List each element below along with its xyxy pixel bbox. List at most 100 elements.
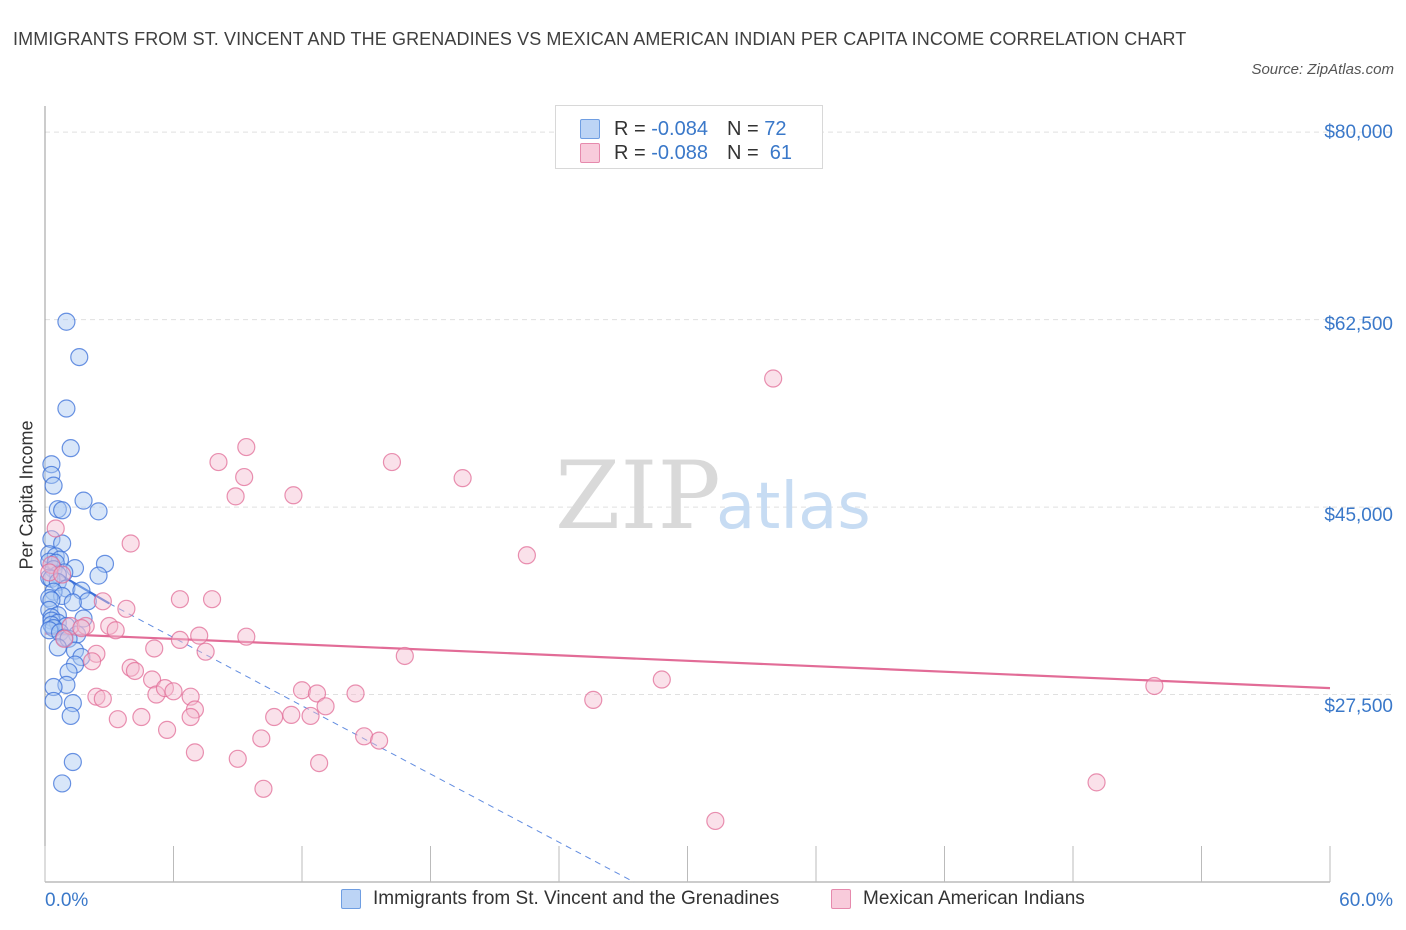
pink-data-point — [72, 619, 91, 638]
pink-data-point — [209, 452, 228, 472]
legend-label: Mexican American Indians — [863, 888, 1085, 909]
pink-data-point — [190, 626, 209, 645]
n-value: 72 — [764, 117, 787, 140]
pink-data-point — [46, 519, 65, 538]
pink-data-point — [93, 689, 112, 708]
correlation-legend: R = -0.084 N = 72 R = -0.088 N = 61 — [555, 105, 823, 169]
pink-data-point — [237, 627, 256, 646]
pink-data-point — [145, 639, 164, 658]
pink-data-point — [142, 670, 162, 689]
pink-data-point — [584, 690, 603, 709]
legend-label: Immigrants from St. Vincent and the Gren… — [373, 888, 780, 909]
blue-data-point — [53, 501, 72, 520]
blue-swatch — [580, 119, 600, 139]
blue-data-point — [74, 491, 93, 510]
pink-data-point — [170, 590, 190, 609]
pink-data-point — [170, 630, 190, 650]
blue-data-point — [65, 655, 85, 674]
pink-data-point — [226, 487, 245, 506]
blue-data-point — [70, 347, 89, 367]
watermark-zip: ZIP — [555, 442, 721, 551]
y-tick-label: $62,500 — [1324, 314, 1393, 335]
blue-data-point — [57, 399, 76, 418]
pink-data-point — [181, 707, 200, 727]
pink-data-point — [517, 546, 536, 565]
pink-data-point — [284, 486, 303, 505]
pink-data-point — [395, 646, 414, 666]
r-value: -0.088 — [651, 141, 708, 164]
pink-data-point — [164, 682, 183, 701]
pink-data-point — [370, 731, 389, 750]
pink-trend-line — [44, 632, 1331, 690]
blue-data-point — [78, 592, 97, 611]
blue-data-point — [89, 502, 108, 521]
n-label: N = — [726, 117, 759, 140]
blue-data-point — [63, 752, 82, 772]
blue-data-point — [89, 566, 108, 585]
pink-data-point — [307, 684, 327, 703]
blue-trend-extension — [109, 603, 635, 883]
pink-data-point — [202, 590, 222, 609]
pink-swatch — [580, 143, 600, 163]
pink-data-point — [382, 452, 402, 472]
pink-data-point — [125, 661, 145, 681]
pink-data-point — [132, 707, 151, 727]
pink-data-point — [235, 467, 254, 487]
y-axis-label: Per Capita Income — [16, 420, 37, 570]
x-tick-label-max: 60.0% — [1339, 890, 1393, 911]
blue-data-point — [44, 691, 63, 711]
blue-data-point — [44, 677, 63, 697]
pink-data-point — [93, 592, 112, 611]
blue-data-point — [44, 476, 63, 495]
pink-data-point — [157, 720, 177, 739]
trend-lines — [44, 565, 1331, 883]
pink-data-point — [108, 710, 127, 729]
pink-data-point — [1145, 676, 1164, 696]
pink-data-point — [652, 670, 671, 689]
watermark-atlas: atlas — [716, 470, 871, 544]
y-tick-label: $45,000 — [1324, 505, 1393, 526]
pink-data-point — [228, 749, 247, 768]
pink-data-point — [706, 811, 725, 831]
pink-data-point — [346, 684, 365, 703]
pink-data-point — [301, 706, 320, 726]
blue-data-point — [42, 530, 61, 549]
pink-data-point — [237, 437, 256, 457]
pink-data-point — [453, 469, 472, 488]
blue-data-point — [63, 593, 82, 612]
legend-row-blue: R = -0.084 N = 72 — [580, 116, 786, 142]
bottom-legend-pink: Mexican American Indians — [831, 888, 1085, 910]
blue-data-point — [72, 647, 91, 667]
blue-data-point — [57, 312, 76, 331]
r-label: R = — [614, 141, 646, 164]
pink-data-point — [53, 565, 72, 584]
legend-row-pink: R = -0.088 N = 61 — [580, 140, 792, 166]
bottom-legend-blue: Immigrants from St. Vincent and the Gren… — [341, 888, 779, 910]
x-tick-label-min: 0.0% — [45, 890, 89, 911]
pink-data-point — [196, 642, 215, 661]
pink-data-point — [117, 599, 136, 618]
pink-data-point — [355, 727, 374, 746]
n-value: 61 — [769, 141, 793, 164]
data-points — [40, 312, 1164, 831]
blue-data-point — [61, 706, 80, 726]
y-tick-label: $27,500 — [1324, 696, 1393, 717]
pink-swatch — [831, 889, 851, 909]
pink-data-point — [106, 621, 125, 640]
pink-data-point — [252, 729, 271, 748]
pink-data-point — [265, 707, 284, 727]
pink-data-point — [121, 534, 140, 553]
blue-data-point — [42, 455, 61, 474]
n-label: N = — [726, 141, 759, 164]
pink-data-point — [185, 743, 205, 762]
chart-title: IMMIGRANTS FROM ST. VINCENT AND THE GREN… — [13, 29, 1187, 49]
source-label: Source: ZipAtlas.com — [1251, 61, 1394, 78]
pink-data-point — [292, 681, 312, 700]
gridlines — [45, 131, 1395, 696]
pink-data-point — [764, 369, 783, 388]
r-label: R = — [614, 117, 646, 140]
pink-data-point — [254, 779, 273, 798]
pink-data-point — [282, 705, 301, 724]
pink-data-point — [316, 697, 335, 716]
